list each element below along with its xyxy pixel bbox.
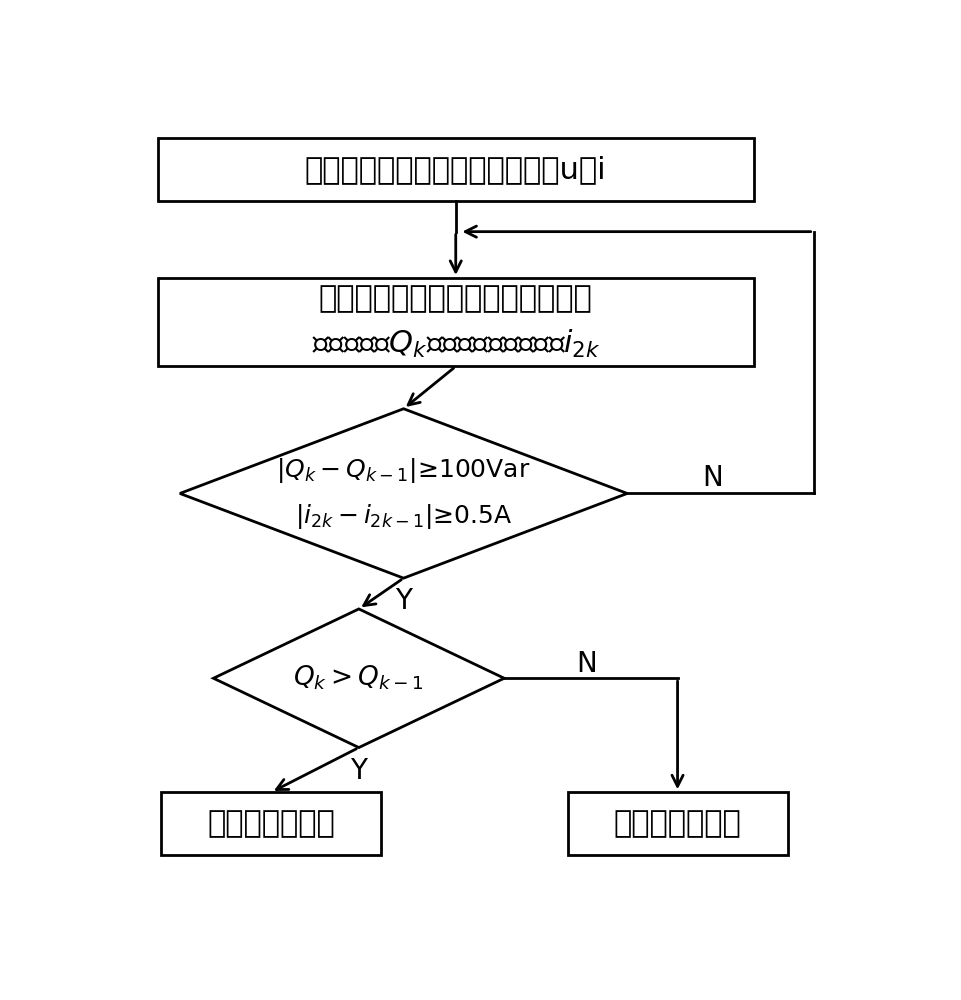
Polygon shape	[213, 609, 504, 748]
Bar	[158, 278, 753, 366]
Bar	[158, 138, 753, 201]
Text: 采集总电源进线的基本电气参量u、i: 采集总电源进线的基本电气参量u、i	[305, 155, 606, 184]
Text: $Q_k>Q_{k-1}$: $Q_k>Q_{k-1}$	[293, 664, 424, 692]
Text: Y: Y	[350, 757, 367, 785]
Text: $|Q_k-Q_{k-1}|$≥100Var: $|Q_k-Q_{k-1}|$≥100Var	[276, 456, 530, 485]
Bar	[161, 792, 381, 855]
Text: 在时间窗口内，计算实时平均无功: 在时间窗口内，计算实时平均无功	[318, 285, 592, 314]
Text: 功率序列值$Q_k$和电流的二次谐波值$i_{2k}$: 功率序列值$Q_k$和电流的二次谐波值$i_{2k}$	[311, 328, 600, 360]
Text: N: N	[702, 464, 723, 492]
Bar	[567, 792, 787, 855]
Text: 非变频空调退出: 非变频空调退出	[613, 809, 741, 838]
Text: N: N	[576, 650, 596, 678]
Text: 非变频空调启动: 非变频空调启动	[208, 809, 334, 838]
Text: Y: Y	[395, 587, 411, 615]
Text: $|i_{2k}-i_{2k-1}|$≥0.5A: $|i_{2k}-i_{2k-1}|$≥0.5A	[294, 502, 512, 531]
Polygon shape	[180, 409, 627, 578]
